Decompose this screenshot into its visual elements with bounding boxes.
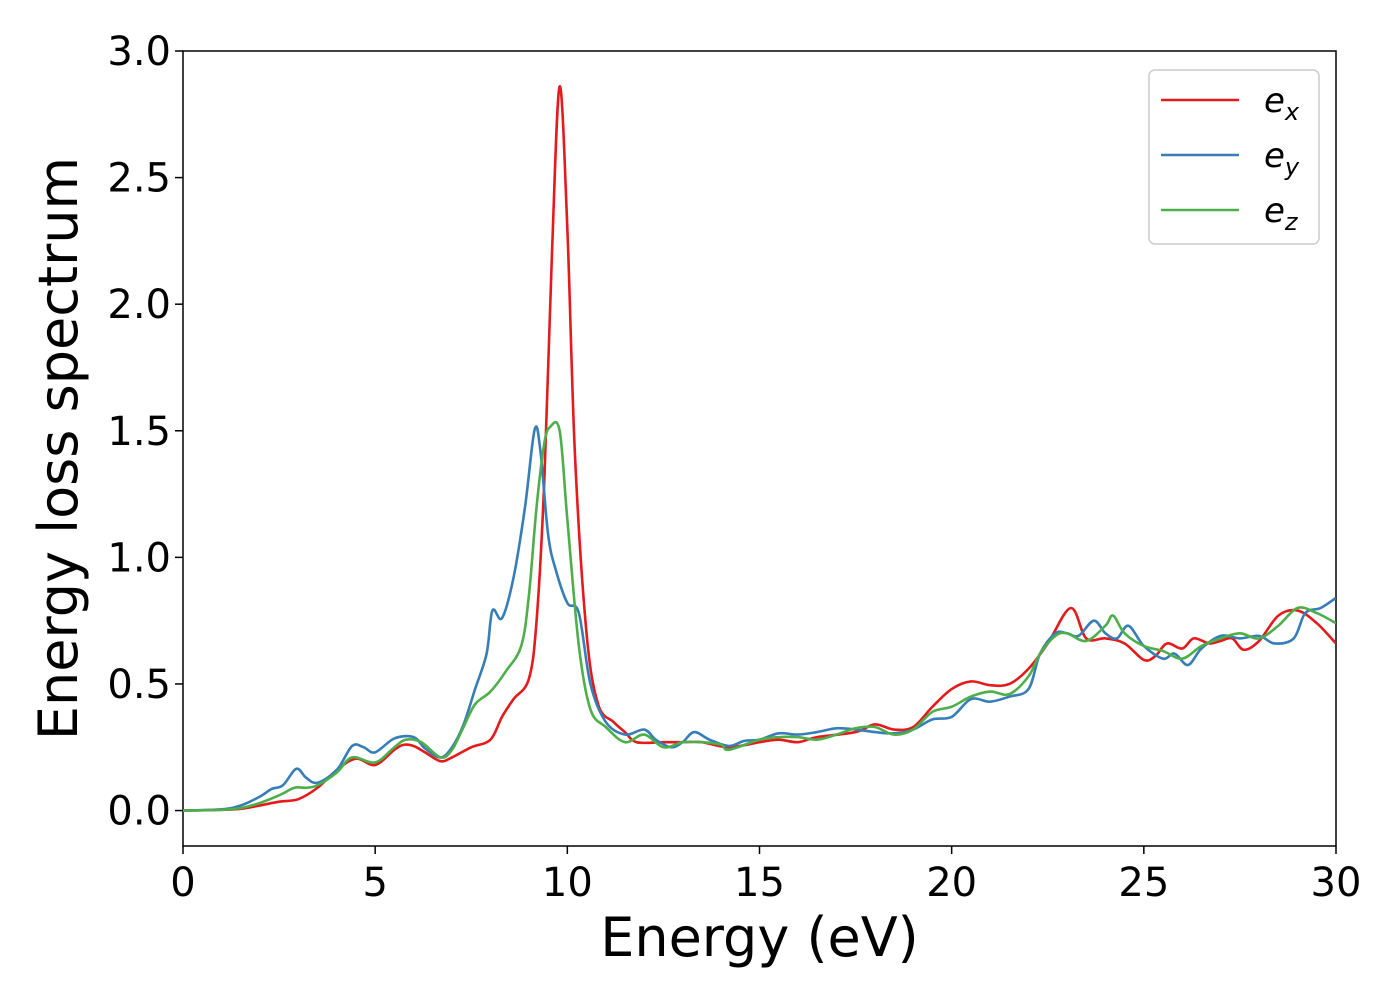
y-tick-label: 0.0 xyxy=(107,789,171,835)
y-tick-label: 2.5 xyxy=(107,156,171,202)
y-axis-ticks: 0.0 0.5 1.0 1.5 2.0 2.5 3.0 xyxy=(107,29,183,835)
series-line-ey xyxy=(183,425,1336,812)
y-tick-label: 3.0 xyxy=(107,29,171,75)
legend-box xyxy=(1148,69,1320,245)
y-axis-label: Energy loss spectrum xyxy=(27,157,90,740)
y-tick-label: 0.5 xyxy=(107,662,171,708)
x-tick-label: 15 xyxy=(734,860,785,906)
legend-label-ez: ez xyxy=(1264,191,1299,236)
series-line-ez xyxy=(183,420,1336,812)
y-tick-label: 1.0 xyxy=(107,535,171,581)
legend-subscript: y xyxy=(1284,153,1300,181)
x-tick-label: 5 xyxy=(362,860,387,906)
y-tick-label: 2.0 xyxy=(107,282,171,328)
x-tick-label: 10 xyxy=(542,860,593,906)
x-tick-label: 30 xyxy=(1311,860,1362,906)
x-tick-label: 20 xyxy=(926,860,977,906)
x-axis-ticks: 0 5 10 15 20 25 30 xyxy=(170,846,1361,906)
legend-subscript: z xyxy=(1284,208,1299,236)
series-lines xyxy=(183,85,1336,812)
legend-subscript: x xyxy=(1284,98,1300,126)
y-tick-label: 1.5 xyxy=(107,409,171,455)
x-tick-label: 25 xyxy=(1118,860,1169,906)
x-axis-label: Energy (eV) xyxy=(600,906,919,969)
x-tick-label: 0 xyxy=(170,860,195,906)
